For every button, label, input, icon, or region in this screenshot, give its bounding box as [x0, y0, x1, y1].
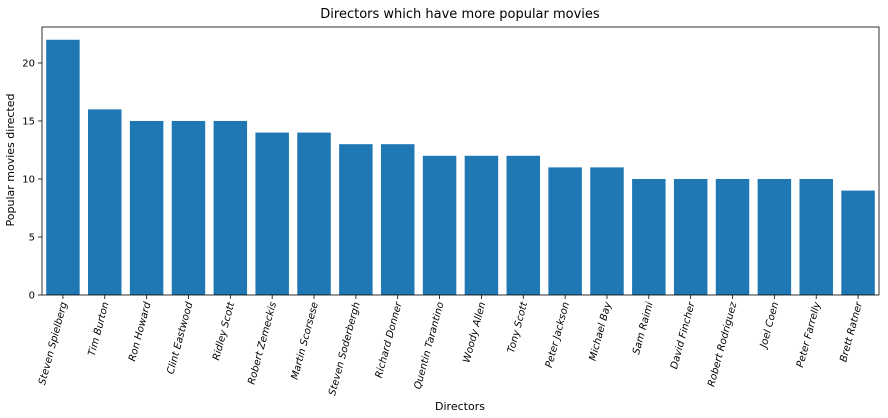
y-tick-label: 10	[22, 174, 35, 185]
bar	[171, 120, 206, 295]
bar	[129, 120, 164, 295]
y-ticks-group: 0 5 10 15 20	[22, 58, 42, 302]
bar	[88, 109, 122, 296]
x-tick-label: Steven Soderbergh	[327, 301, 363, 397]
x-tick-label: Tim Burton	[87, 301, 112, 357]
bar	[464, 155, 499, 295]
axes-group	[41, 26, 880, 296]
chart-title: Directors which have more popular movies	[320, 7, 600, 22]
x-tick-label: Steven Spielberg	[37, 301, 70, 386]
x-tick-label: Peter Jackson	[544, 301, 572, 369]
bar	[213, 120, 248, 295]
bar	[590, 167, 624, 295]
bar	[339, 144, 373, 295]
x-tick-label: Robert Rodriguez	[706, 300, 739, 388]
y-axis-label: Popular movies directed	[4, 94, 17, 227]
bar	[297, 132, 331, 295]
bar	[422, 155, 457, 295]
bar	[757, 178, 792, 295]
bars-group	[46, 39, 875, 296]
x-tick-label: Ridley Scott	[211, 300, 237, 362]
bar	[799, 178, 833, 295]
bar	[46, 39, 80, 296]
x-tick-label: Joel Coen	[758, 301, 781, 351]
y-tick-label: 20	[22, 58, 35, 69]
x-tick-label: Peter Farrelly	[795, 300, 823, 369]
bar	[506, 155, 541, 295]
x-tick-label: Sam Raimi	[631, 301, 656, 356]
bar	[841, 190, 875, 295]
x-tick-label: Robert Zemeckis	[246, 301, 279, 386]
x-tick-label: Martin Scorsese	[290, 301, 321, 381]
x-tick-label: Quentin Tarantino	[413, 301, 447, 391]
y-tick-label: 15	[22, 116, 35, 127]
plot-frame	[41, 26, 880, 296]
x-tick-label: Tony Scott	[506, 300, 530, 354]
x-tick-label: Clint Eastwood	[166, 300, 196, 375]
bar	[673, 178, 708, 295]
x-tick-label: David Fincher	[669, 300, 698, 370]
x-tick-label: Woody Allen	[462, 301, 489, 364]
x-tick-label: Richard Donner	[374, 300, 405, 379]
x-tick-label: Michael Bay	[588, 300, 615, 362]
x-ticks-group: Steven Spielberg Tim Burton Ron Howard Clin…	[37, 295, 865, 397]
y-tick-label: 5	[29, 232, 35, 243]
bar	[715, 178, 750, 295]
x-axis-label: Directors	[435, 400, 485, 413]
x-tick-label: Brett Ratner	[838, 300, 865, 363]
bar	[548, 167, 582, 295]
y-tick-label: 0	[29, 291, 35, 302]
bar	[632, 178, 666, 295]
x-tick-label: Ron Howard	[127, 300, 154, 362]
bar	[255, 132, 289, 295]
bar	[380, 144, 415, 295]
